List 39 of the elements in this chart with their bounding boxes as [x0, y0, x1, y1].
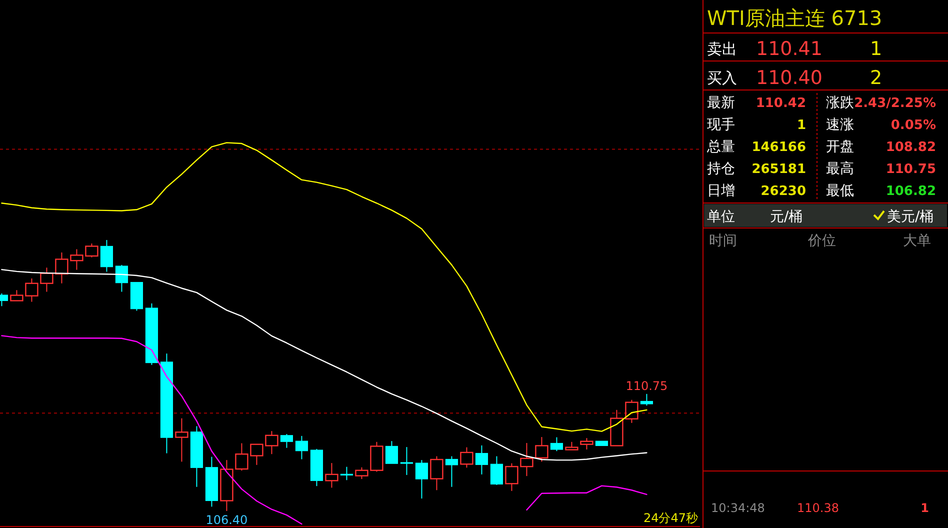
text: 最新 — [707, 95, 735, 111]
text: 26230 — [760, 184, 806, 199]
text: 价位 — [807, 233, 836, 249]
text: 日增 — [707, 183, 735, 199]
text: 美元/桶 — [887, 209, 934, 225]
text: 110.41 — [756, 38, 822, 60]
text: 开盘 — [826, 139, 854, 155]
annotation: 106.40 — [206, 513, 248, 527]
text: 110.38 — [797, 501, 839, 515]
text: 2 — [870, 67, 882, 89]
text: 大单 — [903, 233, 931, 249]
text: 146166 — [752, 140, 806, 155]
text: 总量 — [706, 139, 735, 155]
text: 卖出 — [707, 40, 737, 58]
text: 110.40 — [756, 67, 822, 89]
text: 106.82 — [886, 184, 936, 199]
text: 速涨 — [826, 117, 854, 133]
annotation: 24分47秒 — [643, 511, 698, 525]
text: 最低 — [826, 183, 854, 199]
text: 110.75 — [886, 162, 936, 177]
text: WTI原油主连 6713 — [707, 6, 882, 30]
text: 元/桶 — [770, 209, 803, 225]
text: 0.05% — [890, 118, 936, 133]
text: 1 — [796, 118, 806, 133]
text: 110.42 — [756, 96, 806, 111]
text: 持仓 — [707, 161, 735, 177]
text: 265181 — [752, 162, 806, 177]
annotation: 110.75 — [626, 378, 668, 393]
text: 1 — [920, 501, 929, 515]
text: 现手 — [707, 117, 735, 133]
text: 10:34:48 — [711, 501, 765, 515]
text: 涨跌 — [826, 95, 854, 111]
text: 买入 — [707, 69, 737, 87]
text: 最高 — [826, 161, 854, 177]
text: 时间 — [709, 233, 737, 249]
text: 单位 — [707, 209, 735, 225]
text: 1 — [870, 38, 882, 60]
text: 2.43/2.25% — [854, 96, 936, 111]
text: 108.82 — [886, 140, 936, 155]
